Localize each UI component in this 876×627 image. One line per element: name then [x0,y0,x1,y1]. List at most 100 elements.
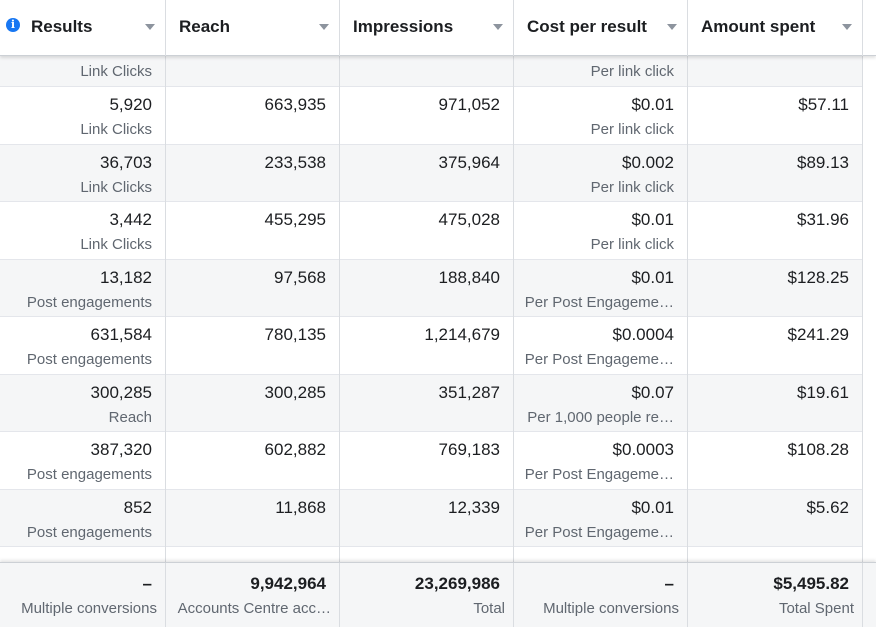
footer-subtext: Multiple conversions [543,600,679,617]
table-row [0,374,862,432]
cell-subtext: Per Post Engageme… [524,523,674,541]
column-header[interactable]: Cost per result [527,17,647,36]
cell-subtext: Per 1,000 people re… [527,408,674,426]
cell-subtext: Link Clicks [80,178,152,196]
sort-dropdown[interactable] [667,24,677,30]
table-row [0,432,862,490]
cell-value: 631,584 [90,325,152,344]
cell-value: 12,339 [448,497,500,517]
cell-subtext: Per Post Engageme… [524,466,674,483]
column-divider [165,0,166,56]
column-divider [862,56,863,627]
cell-value: $0.01 [631,267,674,287]
column-divider [687,563,688,627]
cell-value: $19.61 [797,382,849,402]
table-footer: – Multiple conversions 9,942,964 Accounts C… [0,562,876,627]
info-icon[interactable]: i [6,18,20,32]
cell-value: $0.0003 [612,440,674,459]
cell-value: 188,840 [438,267,500,287]
cell-value: 971,052 [438,95,500,114]
cell-subtext: Post engagements [26,523,152,541]
cell-subtext: Per link click [590,63,674,80]
cell-subtext: Link Clicks [80,121,152,138]
cell-value: 36,703 [100,152,152,172]
cell-value: 351,287 [438,382,500,402]
cell-value: 375,964 [438,152,500,172]
sort-dropdown[interactable] [842,24,852,30]
cell-value: $0.01 [631,95,674,114]
cell-value: $31.96 [797,210,849,229]
cell-value: $0.0004 [612,325,674,344]
column-header[interactable]: Reach [179,17,231,36]
footer-subtext: Total [473,600,505,617]
cell-value: 769,183 [438,440,500,459]
table-row [0,144,862,202]
column-divider [339,56,340,627]
column-divider [339,0,340,56]
table-row [0,489,862,547]
column-divider [513,563,514,627]
footer-value: 9,942,964 [250,574,326,593]
table-row [0,56,862,87]
cell-value: $241.29 [787,325,849,344]
cell-value: 780,135 [264,325,326,344]
footer-value: – [664,574,674,593]
column-header[interactable]: Impressions [353,17,454,36]
footer-value: 23,269,986 [414,574,500,593]
column-divider [513,0,514,56]
footer-value: $5,495.82 [773,574,849,593]
cell-value: 602,882 [264,440,326,459]
cell-value: $128.25 [787,267,849,287]
cell-value: 663,935 [264,95,326,114]
column-divider [862,563,863,627]
footer-subtext: Total Spent [778,600,854,617]
cell-value: $0.002 [622,152,674,172]
sort-dropdown[interactable] [493,24,503,30]
cell-value: $89.13 [797,152,849,172]
column-divider [165,56,166,627]
cell-value: 97,568 [274,267,326,287]
cell-value: 1,214,679 [424,325,500,344]
column-divider [862,0,863,56]
cell-value: 387,320 [90,440,152,459]
cell-subtext: Per link click [590,121,674,138]
table-header: i Results Reach Impressions Cost per result… [0,0,876,56]
cell-value: $108.28 [787,440,849,459]
cell-subtext: Reach [108,408,152,426]
column-divider [687,56,688,627]
cell-value: 475,028 [438,210,500,229]
column-divider [513,56,514,627]
cell-value: $5.62 [806,497,849,517]
cell-subtext: Post engagements [26,351,152,368]
footer-value: – [142,574,152,593]
column-divider [339,563,340,627]
column-header[interactable]: Amount spent [701,17,816,36]
footer-subtext: Accounts Centre acc… [177,600,331,617]
table-row [0,202,862,260]
cell-subtext: Per Post Engageme… [524,351,674,368]
cell-subtext: Link Clicks [80,236,152,253]
table-row [0,317,862,375]
cell-value: 852 [123,497,152,517]
cell-value: $0.07 [631,382,674,402]
cell-value: 13,182 [100,267,152,287]
sort-dropdown[interactable] [145,24,155,30]
cell-subtext: Per link click [590,236,674,253]
sort-dropdown[interactable] [319,24,329,30]
cell-value: 5,920 [109,95,152,114]
cell-subtext: Per link click [590,178,674,196]
footer-subtext: Multiple conversions [21,600,157,617]
column-divider [165,563,166,627]
cell-value: 11,868 [275,497,326,517]
cell-value: $57.11 [798,95,849,114]
cell-value: 455,295 [264,210,326,229]
cell-subtext: Link Clicks [80,63,152,80]
cell-value: 3,442 [109,210,152,229]
cell-value: $0.01 [631,497,674,517]
column-header[interactable]: Results [31,17,93,36]
cell-subtext: Post engagements [26,293,152,311]
cell-subtext: Per Post Engageme… [524,293,674,311]
column-divider [687,0,688,56]
cell-value: 233,538 [264,152,326,172]
